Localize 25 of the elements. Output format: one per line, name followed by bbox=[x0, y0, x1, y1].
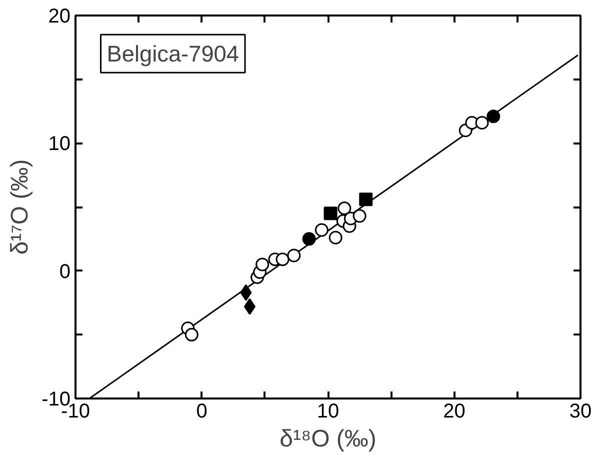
point bbox=[475, 116, 489, 130]
x-tick-label: 20 bbox=[443, 400, 466, 422]
point bbox=[184, 328, 198, 342]
point bbox=[314, 223, 328, 237]
point bbox=[276, 252, 290, 266]
point bbox=[302, 232, 316, 246]
point bbox=[359, 192, 373, 206]
y-tick-label: 0 bbox=[59, 260, 70, 283]
point bbox=[352, 209, 366, 223]
x-tick-label: 30 bbox=[569, 400, 592, 422]
y-axis-title: δ¹⁷O (‰) bbox=[6, 159, 34, 255]
y-tick-label: 20 bbox=[48, 6, 71, 28]
point bbox=[324, 206, 338, 220]
point bbox=[287, 248, 301, 262]
x-tick-label: 0 bbox=[196, 400, 208, 422]
point bbox=[256, 258, 270, 272]
x-tick-label: 10 bbox=[316, 400, 340, 422]
point bbox=[328, 230, 342, 244]
x-axis-title: δ¹⁸O (‰) bbox=[280, 426, 376, 452]
point bbox=[240, 284, 252, 301]
point bbox=[486, 110, 500, 124]
point bbox=[338, 202, 352, 216]
y-tick-label: 10 bbox=[48, 133, 71, 156]
point bbox=[244, 298, 256, 315]
annotation: Belgica-7904 bbox=[106, 40, 240, 67]
